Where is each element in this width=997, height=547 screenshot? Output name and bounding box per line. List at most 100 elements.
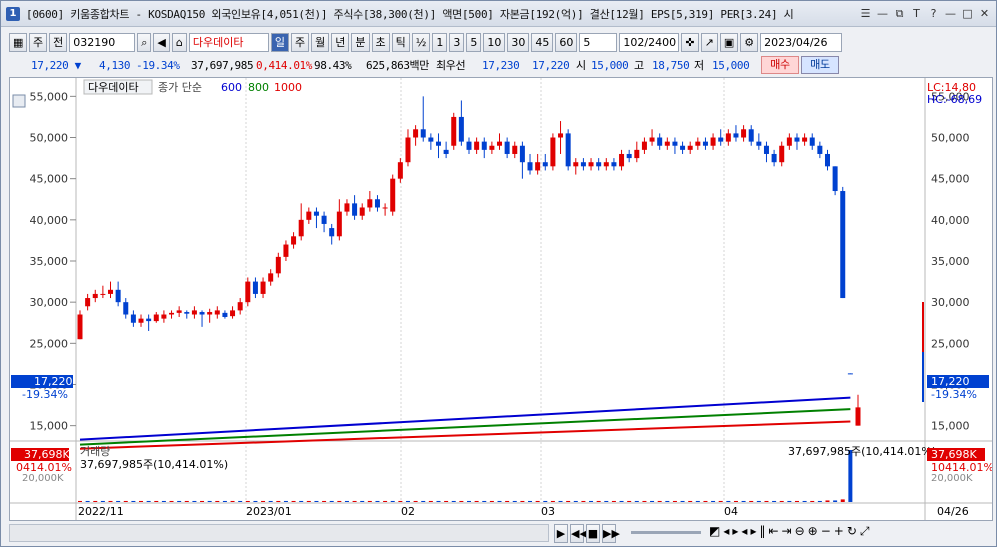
volume-bar: [245, 500, 250, 502]
interval-input[interactable]: 5: [579, 32, 618, 52]
best-ask: 17,230: [482, 58, 520, 72]
volume-tag-left: [11, 448, 69, 461]
next-icon[interactable]: ▶: [554, 524, 568, 543]
volume-bar: [383, 500, 388, 502]
navigation-bar: ▶ ◀◀ ■ ▶▶ ◩ ◂ ▸ ◂ ▸ ‖ ⇤ ⇥ ⊖ ⊕ − + ↻ ⤢: [1, 522, 996, 546]
volume-bar: [192, 500, 197, 502]
minimize-all-icon[interactable]: —: [877, 7, 888, 20]
high-price: 18,750: [652, 58, 690, 72]
maximize-icon[interactable]: □: [962, 7, 973, 20]
window-number-badge[interactable]: 1: [6, 6, 20, 21]
interval-3[interactable]: 3: [449, 32, 465, 52]
candle-body: [405, 137, 411, 163]
candle-body: [817, 145, 823, 154]
candle-body: [230, 310, 236, 317]
skip-forward-icon[interactable]: ⇥: [781, 524, 792, 538]
layout-icon[interactable]: ▦: [9, 32, 27, 52]
x-label-04: 04: [724, 505, 738, 518]
volume-bar: [268, 500, 273, 502]
speed-slider[interactable]: [631, 531, 701, 534]
prev-icon[interactable]: ◂: [723, 524, 730, 538]
volume-bar: [558, 500, 563, 502]
volume-bar: [253, 500, 258, 502]
stop-icon[interactable]: ■: [586, 524, 600, 543]
panel-grid-icon[interactable]: [12, 94, 26, 108]
chart-area[interactable]: 55,000 50,000 45,000 40,000 35,000 30,000 25,0…: [9, 77, 994, 521]
volume-bar: [711, 500, 716, 502]
zoom-in-icon[interactable]: ⊕: [807, 524, 818, 538]
sound-icon[interactable]: ◀: [153, 32, 170, 52]
volume-box-left: 37,698K: [24, 448, 70, 461]
candle-body: [725, 133, 731, 142]
volume-bar: [177, 500, 182, 502]
candle-body: [588, 162, 594, 167]
interval-1[interactable]: 1: [432, 32, 448, 52]
draw-icon[interactable]: ↗: [700, 32, 718, 52]
stock-code-input[interactable]: 032190: [69, 32, 136, 52]
interval-30[interactable]: 30: [507, 32, 530, 52]
interval-10[interactable]: 10: [483, 32, 506, 52]
rewind-arrow-icon[interactable]: ◂: [741, 524, 748, 538]
chart-svg[interactable]: 55,000 50,000 45,000 40,000 35,000 30,000 25,0…: [10, 78, 994, 520]
candle-body: [92, 293, 98, 299]
skip-back-icon[interactable]: ⇤: [768, 524, 779, 538]
search-icon[interactable]: ⌕: [137, 32, 152, 52]
candle-body: [283, 244, 289, 257]
candle-body: [748, 129, 754, 142]
play-arrow-icon[interactable]: ▸: [750, 524, 757, 538]
all-select[interactable]: 전: [49, 32, 68, 52]
help-icon[interactable]: ?: [930, 7, 937, 20]
x-label-02: 02: [401, 505, 415, 518]
sell-button[interactable]: 매도: [801, 56, 839, 74]
count-total: /2400: [644, 35, 677, 49]
cascade-icon[interactable]: ⧉: [895, 7, 904, 20]
period-year[interactable]: 년: [331, 32, 350, 52]
volume-bar: [718, 500, 723, 502]
period-week[interactable]: 주: [291, 32, 310, 52]
interval-45[interactable]: 45: [531, 32, 554, 52]
zoom-out-icon[interactable]: ⊖: [794, 524, 805, 538]
close-icon[interactable]: ✕: [979, 7, 990, 20]
period-tick[interactable]: 틱: [391, 32, 410, 52]
buy-button[interactable]: 매수: [761, 56, 799, 74]
volume-bar: [581, 500, 586, 502]
volume-bar: [459, 500, 464, 502]
volume-bar: [505, 500, 510, 502]
candle-body: [199, 312, 205, 315]
font-icon[interactable]: T: [913, 7, 920, 20]
volume-bar: [436, 500, 441, 502]
forward-icon[interactable]: ▶▶: [602, 524, 620, 543]
reset-icon[interactable]: ↻: [846, 524, 857, 538]
date-input[interactable]: 2023/04/26: [760, 32, 843, 52]
plus-icon[interactable]: +: [833, 524, 844, 538]
save-icon[interactable]: ▣: [719, 32, 739, 52]
count-input[interactable]: 102/2400: [619, 32, 680, 52]
menu-icon[interactable]: ☰: [860, 7, 871, 20]
minimize-icon[interactable]: —: [945, 7, 956, 20]
period-minute[interactable]: 분: [351, 32, 370, 52]
pause-icon[interactable]: ‖: [759, 524, 766, 538]
expand-icon[interactable]: ⤢: [859, 524, 870, 538]
settings-icon[interactable]: ⚙: [740, 32, 759, 52]
scrollbar-track[interactable]: [9, 524, 549, 542]
candle-body: [252, 281, 258, 294]
stock-name-field[interactable]: 다우데이타: [188, 32, 269, 52]
crosshair-icon[interactable]: ✜: [681, 32, 699, 52]
y-tick-label-right: 55,000: [931, 90, 970, 103]
minus-icon[interactable]: −: [820, 524, 831, 538]
period-month[interactable]: 월: [311, 32, 330, 52]
lc-label: LC:14,80: [927, 81, 976, 94]
interval-60[interactable]: 60: [555, 32, 578, 52]
rewind-icon[interactable]: ◀◀: [570, 524, 588, 543]
period-day[interactable]: 일: [270, 32, 289, 52]
candle-body: [657, 137, 663, 146]
candle-body: [512, 145, 518, 154]
next-arrow-icon[interactable]: ▸: [732, 524, 739, 538]
interval-5[interactable]: 5: [466, 32, 482, 52]
chart-icon[interactable]: ◩: [709, 524, 721, 538]
period-second[interactable]: 초: [371, 32, 390, 52]
volume-bar: [566, 500, 571, 502]
pin-icon[interactable]: ⌂: [171, 32, 187, 52]
half-button[interactable]: ½: [411, 32, 431, 52]
week-select[interactable]: 주: [29, 32, 48, 52]
